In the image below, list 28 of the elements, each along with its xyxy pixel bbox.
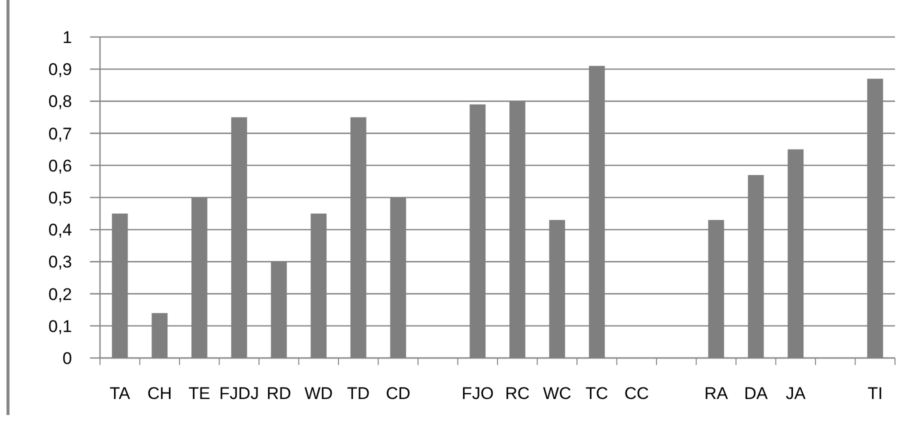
y-tick-label: 1 <box>62 28 72 47</box>
x-tick-label: WD <box>304 384 333 403</box>
x-tick-label: TD <box>347 384 370 403</box>
x-tick-label: CH <box>147 384 172 403</box>
x-tick-label: CD <box>386 384 410 403</box>
x-tick-label: RD <box>266 384 292 403</box>
y-tick-label: 0,2 <box>48 284 72 304</box>
x-tick-label: RA <box>704 384 729 403</box>
y-tick-label: 0,8 <box>48 92 72 112</box>
x-tick-label: TC <box>586 384 608 403</box>
y-tick-label: 0,1 <box>48 316 72 336</box>
y-tick-label: 0,4 <box>48 220 72 240</box>
x-tick-label: FJO <box>462 384 494 403</box>
y-tick-label: 0,6 <box>48 156 72 176</box>
y-tick-label: 0,7 <box>48 124 72 144</box>
y-tick-label: 0,3 <box>48 252 72 272</box>
x-tick-label: RC <box>505 384 530 403</box>
x-tick-label: WC <box>542 384 572 403</box>
x-tick-label: CC <box>624 384 649 403</box>
x-tick-label: JA <box>786 384 806 403</box>
x-tick-label: TI <box>868 384 883 403</box>
x-tick-label: DA <box>744 384 768 403</box>
x-tick-label: FJDJ <box>219 384 259 403</box>
x-tick-label: TE <box>188 384 210 403</box>
x-tick-label: TA <box>110 384 131 403</box>
y-tick-label: 0,9 <box>48 60 72 80</box>
y-tick-label: 0 <box>62 348 72 368</box>
y-tick-label: 0,5 <box>48 188 72 208</box>
